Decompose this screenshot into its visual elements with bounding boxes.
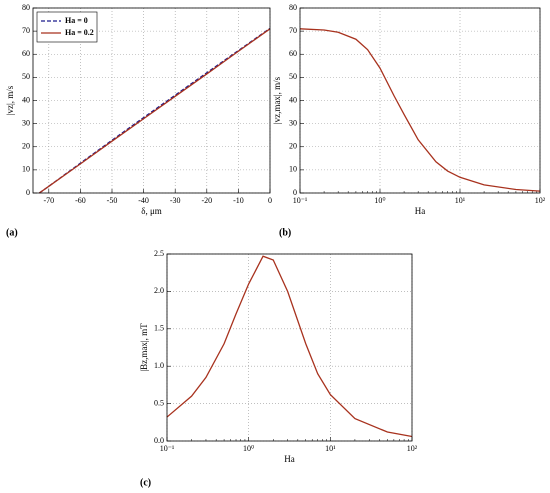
y-tick-label: 0.5 <box>154 398 164 407</box>
y-tick-label: 70 <box>289 26 297 35</box>
y-tick-label: 0 <box>26 188 30 197</box>
y-tick-label: 0 <box>293 188 297 197</box>
y-tick-label: 60 <box>289 49 297 58</box>
legend-box <box>36 11 98 43</box>
y-tick-label: 80 <box>22 3 30 12</box>
y-axis-label: |Bz,max|, mT <box>139 323 149 372</box>
x-tick-label: 10⁻¹ <box>293 196 308 205</box>
x-tick-label: 10² <box>407 444 418 453</box>
plot-frame <box>32 7 271 194</box>
y-tick-label: 80 <box>289 3 297 12</box>
y-tick-label: 50 <box>289 72 297 81</box>
y-tick-label: 60 <box>22 49 30 58</box>
y-axis-label: |vz,max|, m/s <box>272 76 282 124</box>
x-tick-label: -60 <box>75 196 86 205</box>
x-tick-label: 10⁰ <box>243 444 254 453</box>
panel-label: (b) <box>279 227 291 238</box>
panel-label: (a) <box>6 227 18 238</box>
x-tick-label: -10 <box>233 196 244 205</box>
y-tick-label: 2.0 <box>154 286 164 295</box>
data-line <box>38 28 271 194</box>
x-tick-label: 10⁻¹ <box>160 444 175 453</box>
x-tick-label: -70 <box>43 196 54 205</box>
y-tick-label: 0.0 <box>154 436 164 445</box>
data-line <box>166 255 413 438</box>
y-tick-label: 20 <box>22 142 30 151</box>
x-tick-label: 10¹ <box>455 196 466 205</box>
x-tick-label: -20 <box>201 196 212 205</box>
y-tick-label: 30 <box>289 118 297 127</box>
data-line <box>299 28 541 192</box>
x-tick-label: -40 <box>138 196 149 205</box>
y-tick-label: 40 <box>289 95 297 104</box>
x-axis-label: Ha <box>284 454 295 464</box>
y-tick-label: 70 <box>22 26 30 35</box>
legend-label: Ha = 0.2 <box>65 28 94 37</box>
x-tick-label: -50 <box>107 196 118 205</box>
y-tick-label: 10 <box>22 165 30 174</box>
y-tick-label: 40 <box>22 95 30 104</box>
y-tick-label: 1.0 <box>154 361 164 370</box>
y-tick-label: 2.5 <box>154 249 164 258</box>
legend-label: Ha = 0 <box>65 16 88 25</box>
plot-frame <box>166 253 413 442</box>
x-tick-label: 10¹ <box>325 444 336 453</box>
y-tick-label: 50 <box>22 72 30 81</box>
plot-frame <box>299 7 541 194</box>
y-axis-label: |vz|, m/s <box>5 85 15 115</box>
y-tick-label: 10 <box>289 165 297 174</box>
x-tick-label: 10⁰ <box>374 196 385 205</box>
panel-label: (c) <box>140 477 151 488</box>
x-axis-label: δ, μm <box>141 206 162 216</box>
y-tick-label: 20 <box>289 142 297 151</box>
y-tick-label: 30 <box>22 118 30 127</box>
x-tick-label: -30 <box>170 196 181 205</box>
x-tick-label: 0 <box>268 196 272 205</box>
x-axis-label: Ha <box>415 206 426 216</box>
y-tick-label: 1.5 <box>154 324 164 333</box>
x-tick-label: 10² <box>535 196 546 205</box>
